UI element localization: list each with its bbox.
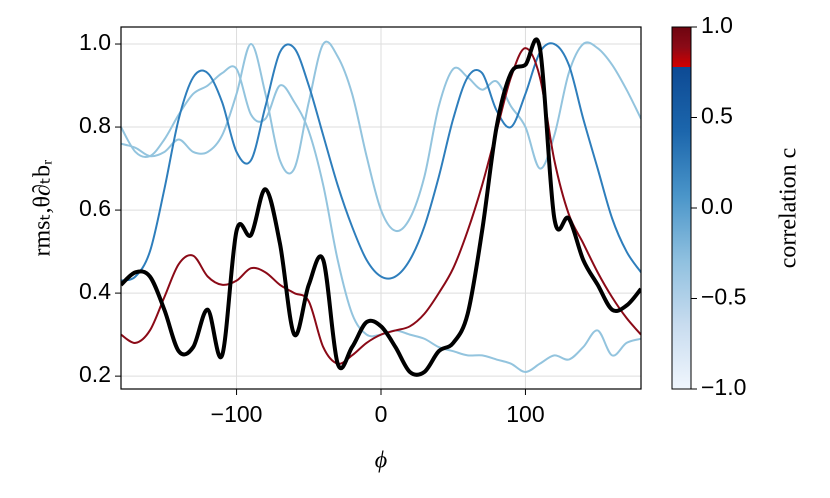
y-tick-label: 0.6 <box>79 195 111 221</box>
y-tick-label: 0.4 <box>79 278 111 304</box>
colorbar-tick-label: −0.5 <box>701 284 746 310</box>
colorbar-tick-label: 1.0 <box>701 12 733 38</box>
y-axis-label: rmsₜ,θ∂ₜbᵣ <box>30 159 56 256</box>
line-series <box>121 42 641 282</box>
x-tick-label: 100 <box>506 401 544 427</box>
colorbar-tick-label: 0.5 <box>701 103 733 129</box>
plot-frame <box>120 26 642 390</box>
colorbar-tick-label: −1.0 <box>701 374 746 400</box>
colorbar <box>671 26 692 390</box>
y-tick-label: 1.0 <box>79 29 111 55</box>
line-series <box>121 40 641 233</box>
y-tick-label: 0.2 <box>79 361 111 387</box>
x-axis-label: ϕ <box>375 448 387 474</box>
line-series <box>121 37 641 377</box>
y-tick-label: 0.8 <box>79 112 111 138</box>
colorbar-label: correlation c <box>776 148 802 269</box>
colorbar-tick-label: 0.0 <box>701 193 733 219</box>
x-tick-label: 0 <box>375 401 388 427</box>
line-series <box>121 47 641 365</box>
x-tick-label: −100 <box>211 401 263 427</box>
